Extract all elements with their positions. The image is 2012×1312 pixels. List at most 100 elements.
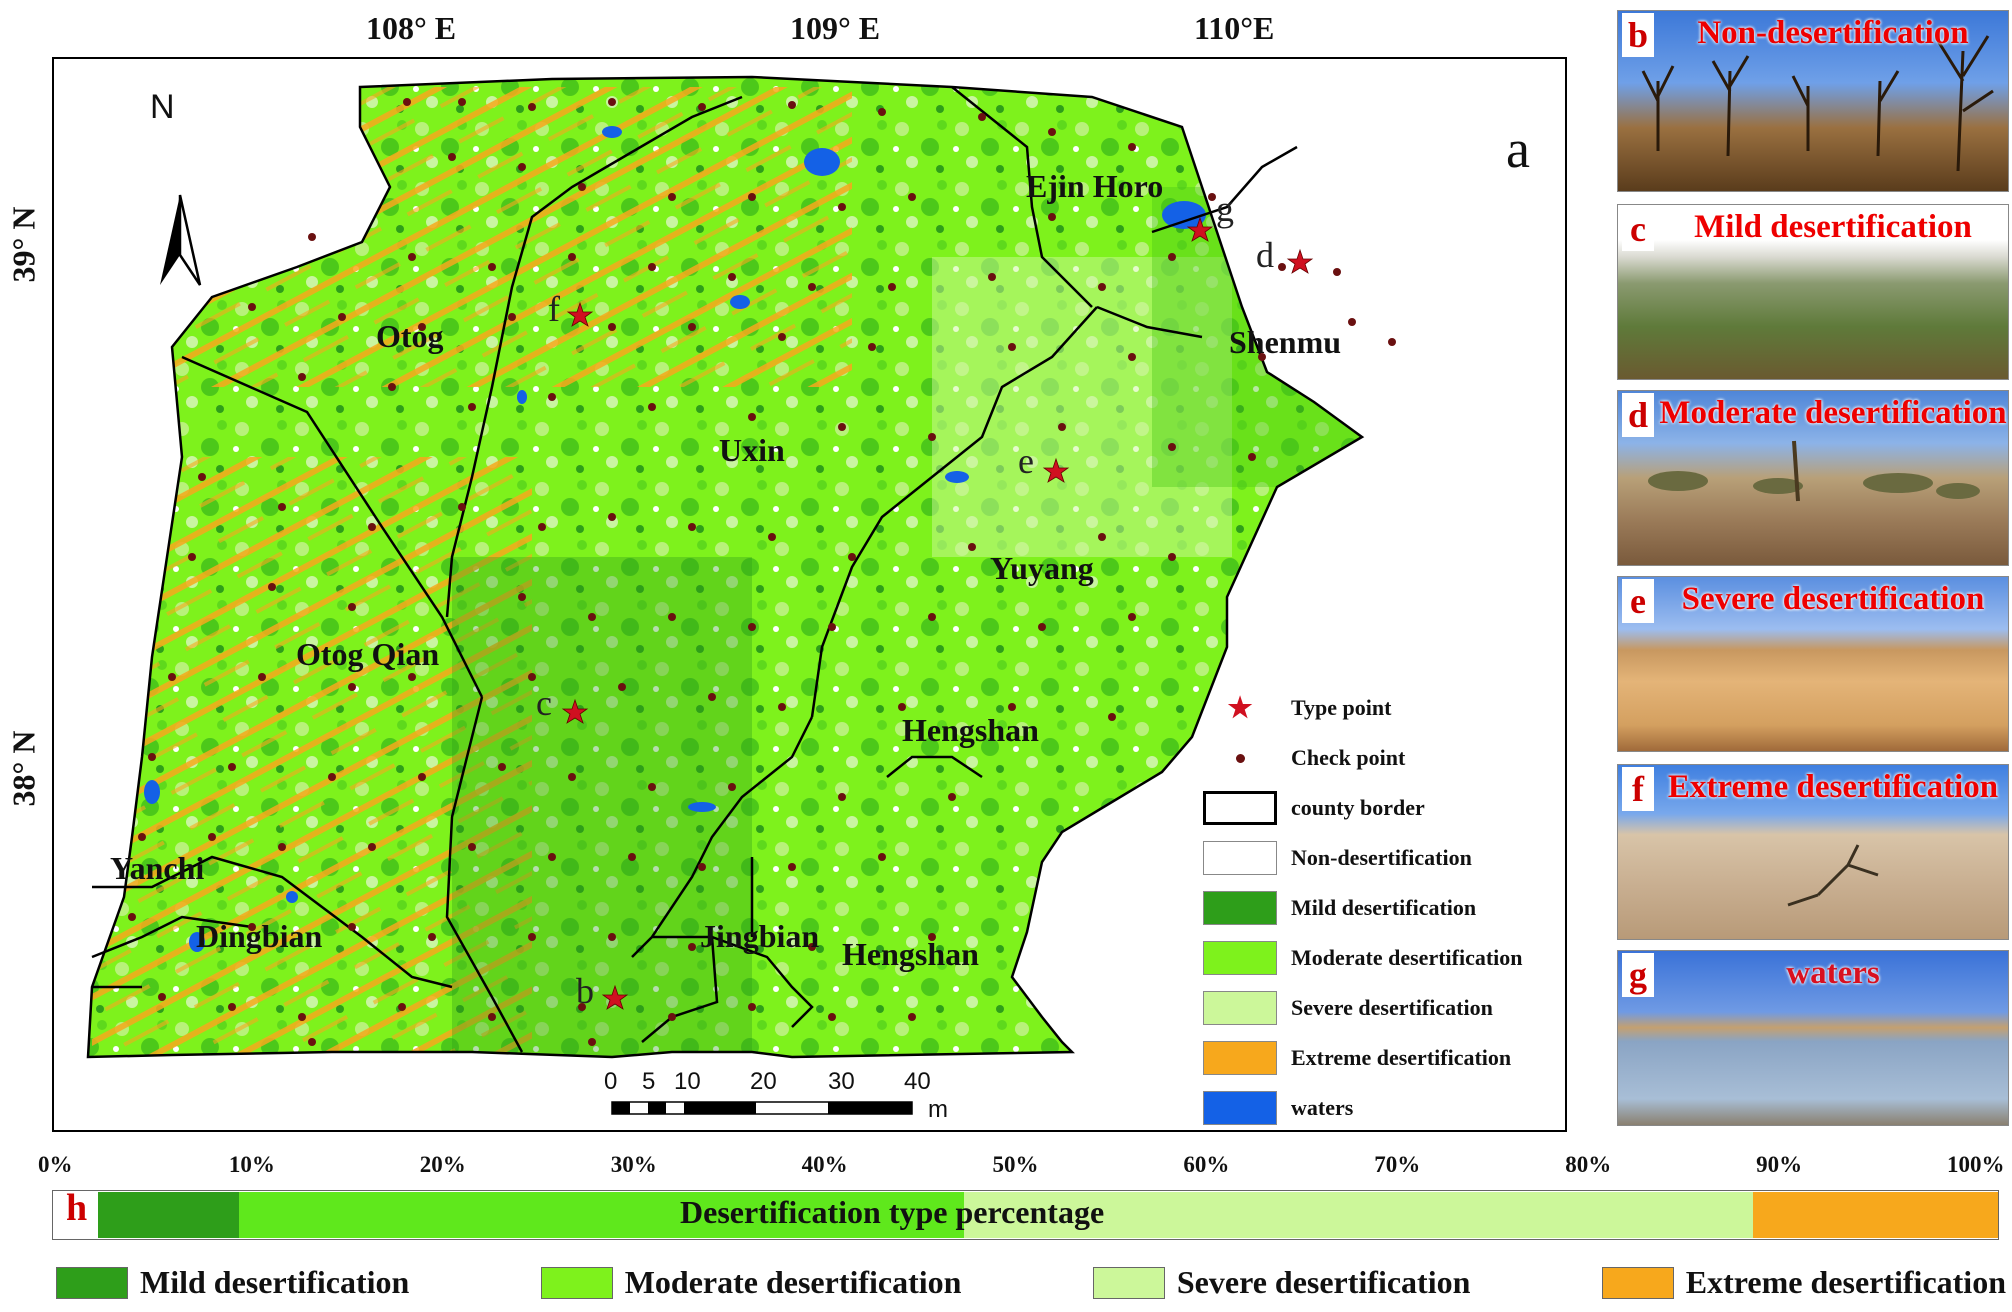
legend-swatch	[540, 1266, 613, 1299]
legend-label: Severe desertification	[1291, 995, 1493, 1020]
scale-unit: m	[928, 1096, 948, 1123]
photo-letter: b	[1622, 13, 1654, 57]
photo-d-moderate-desertification: d Moderate desertification	[1617, 390, 2009, 566]
photo-title: waters	[1786, 955, 1880, 991]
percent-tick: 50%	[992, 1152, 1039, 1177]
photo-letter: c	[1622, 207, 1654, 251]
study-area-border	[86, 75, 1365, 1059]
photo-letter: d	[1622, 393, 1654, 437]
legend-item-type-point: ★ Type point	[1203, 683, 1563, 733]
bar-segment	[98, 1192, 239, 1238]
bottom-legend-mild: Mild desertification	[56, 1264, 409, 1301]
north-label: N	[150, 88, 175, 126]
percent-tick: 90%	[1756, 1152, 1803, 1177]
shrub-illustration	[1648, 440, 1980, 502]
bar-segment	[238, 1192, 965, 1238]
north-arrow-icon	[160, 194, 202, 286]
photo-b-non-desertification: b Non-desertification	[1617, 10, 2009, 192]
percent-tick: 20%	[419, 1152, 466, 1177]
point-label-g: g	[1216, 189, 1234, 229]
bottom-legend-severe: Severe desertification	[1092, 1264, 1471, 1301]
dot-icon	[1203, 741, 1277, 775]
desertification-map	[86, 75, 1396, 1115]
county-label-hengshan-2: Hengshan	[842, 936, 979, 972]
point-label-c: c	[536, 683, 552, 723]
legend-swatch	[1203, 1041, 1277, 1075]
legend-label: Extreme desertification	[1291, 1045, 1512, 1070]
percent-tick: 30%	[610, 1152, 657, 1177]
legend-item-extreme: Extreme desertification	[1203, 1033, 1563, 1083]
county-label-uxin: Uxin	[719, 432, 785, 468]
bottom-legend-extreme: Extreme desertification	[1601, 1264, 2006, 1301]
map-panel-letter: a	[1506, 119, 1530, 179]
type-points	[561, 216, 1314, 1010]
legend-swatch	[1092, 1266, 1165, 1299]
photo-title: Moderate desertification	[1659, 395, 2007, 431]
point-label-e: e	[1018, 441, 1034, 481]
legend-label: Moderate desertification	[1291, 945, 1523, 970]
scale-tick-10: 10	[674, 1068, 701, 1095]
scale-tick-0: 0	[604, 1068, 618, 1095]
legend-label: Extreme desertification	[1685, 1264, 2006, 1300]
photo-e-severe-desertification: e Severe desertification	[1617, 576, 2009, 752]
legend-item-severe: Severe desertification	[1203, 983, 1563, 1033]
percent-tick: 60%	[1183, 1152, 1230, 1177]
bar-segment	[964, 1192, 1753, 1238]
legend-swatch	[1203, 1091, 1277, 1125]
legend-item-waters: waters	[1203, 1083, 1563, 1133]
legend-label: Type point	[1291, 695, 1392, 720]
percent-tick: 0%	[38, 1152, 73, 1177]
legend-swatch	[1203, 841, 1277, 875]
county-label-otog-qian: Otog Qian	[296, 636, 440, 672]
county-label-shenmu: Shenmu	[1229, 324, 1342, 360]
lon-label-109: 109° E	[790, 10, 881, 46]
county-label-jingbian: Jingbian	[700, 918, 820, 954]
scale-tick-40: 40	[904, 1068, 931, 1095]
photo-c-mild-desertification: c Mild desertification	[1617, 204, 2009, 380]
trees-illustration	[1641, 35, 1994, 172]
county-label-dingbian: Dingbian	[196, 918, 323, 954]
legend-swatch	[1601, 1266, 1674, 1299]
star-icon: ★	[1227, 693, 1253, 724]
lat-label-39: 39° N	[5, 206, 42, 283]
percent-axis: 0% 10% 20% 30% 40% 50% 60% 70% 80% 90% 100%	[0, 1152, 2012, 1182]
water-bodies	[144, 126, 1206, 952]
legend-item-county-border: county border	[1203, 783, 1563, 833]
legend-item-moderate: Moderate desertification	[1203, 933, 1563, 983]
county-label-otog: Otog	[376, 318, 444, 354]
photo-title: Mild desertification	[1694, 209, 1972, 245]
percent-tick: 10%	[228, 1152, 275, 1177]
bottom-legend: Mild desertification Moderate desertific…	[56, 1264, 2006, 1301]
dune-illustration	[1787, 844, 1879, 907]
scale-tick-20: 20	[750, 1068, 777, 1095]
point-label-d: d	[1256, 235, 1274, 275]
scale-tick-30: 30	[828, 1068, 855, 1095]
photo-f-extreme-desertification: f Extreme desertification	[1617, 764, 2009, 940]
photo-g-waters: g waters	[1617, 950, 2009, 1126]
scale-bar	[611, 1101, 913, 1115]
legend-swatch	[1203, 791, 1277, 825]
percent-tick: 100%	[1947, 1152, 2005, 1177]
photo-letter: g	[1622, 953, 1654, 997]
photo-letter: e	[1622, 579, 1654, 623]
legend-label: Non-desertification	[1291, 845, 1472, 870]
legend-label: Mild desertification	[140, 1264, 410, 1300]
bottom-legend-moderate: Moderate desertification	[540, 1264, 962, 1301]
check-points	[128, 98, 1396, 1046]
legend-label: Moderate desertification	[624, 1264, 962, 1300]
legend-swatch	[1203, 991, 1277, 1025]
percent-tick: 40%	[801, 1152, 848, 1177]
legend-item-check-point: Check point	[1203, 733, 1563, 783]
legend-label: Mild desertification	[1291, 895, 1477, 920]
county-label-hengshan: Hengshan	[902, 712, 1039, 748]
legend-swatch	[56, 1266, 128, 1299]
percent-tick: 70%	[1374, 1152, 1421, 1177]
legend-swatch	[1203, 891, 1277, 925]
legend-label: county border	[1291, 795, 1425, 820]
legend-swatch	[1203, 941, 1277, 975]
chart-title: Desertification type percentage	[680, 1194, 1105, 1230]
legend-label: Severe desertification	[1176, 1264, 1471, 1300]
lat-label-38: 38° N	[5, 730, 42, 807]
legend-label: Check point	[1291, 745, 1406, 770]
percent-tick: 80%	[1565, 1152, 1612, 1177]
